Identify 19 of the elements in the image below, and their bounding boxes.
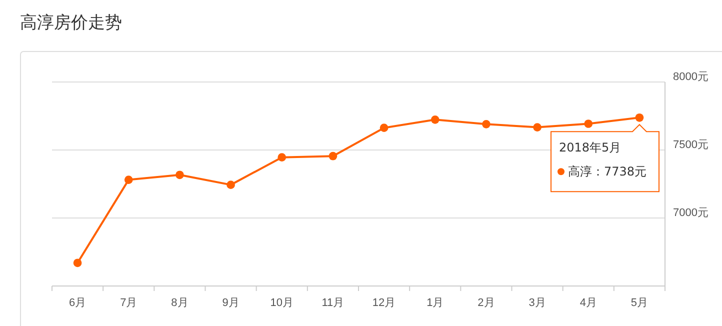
x-tick-label: 2月 bbox=[478, 296, 495, 309]
x-tick-label: 5月 bbox=[630, 296, 648, 309]
x-tick-label: 9月 bbox=[222, 296, 240, 309]
chart-title: 高淳房价走势 bbox=[20, 13, 122, 33]
x-tick-label: 11月 bbox=[322, 296, 344, 309]
x-tick-label: 8月 bbox=[171, 296, 188, 309]
tooltip: 2018年5月 高淳：7738元 bbox=[550, 124, 660, 192]
y-tick-label: 8000元 bbox=[673, 70, 708, 83]
x-tick-label: 7月 bbox=[120, 296, 138, 309]
x-tick-label: 10月 bbox=[270, 296, 294, 309]
annotation: 2018年5月 bbox=[559, 140, 622, 155]
x-tick-label: 3月 bbox=[528, 296, 546, 309]
annotation: 高淳：7738元 bbox=[568, 164, 647, 179]
x-tick-label: 4月 bbox=[580, 296, 597, 309]
y-tick-label: 7500元 bbox=[673, 138, 708, 151]
x-tick-label: 12月 bbox=[372, 296, 396, 309]
x-tick-label: 1月 bbox=[426, 296, 444, 309]
y-tick-label: 7000元 bbox=[673, 206, 708, 219]
x-tick-label: 6月 bbox=[68, 296, 86, 309]
